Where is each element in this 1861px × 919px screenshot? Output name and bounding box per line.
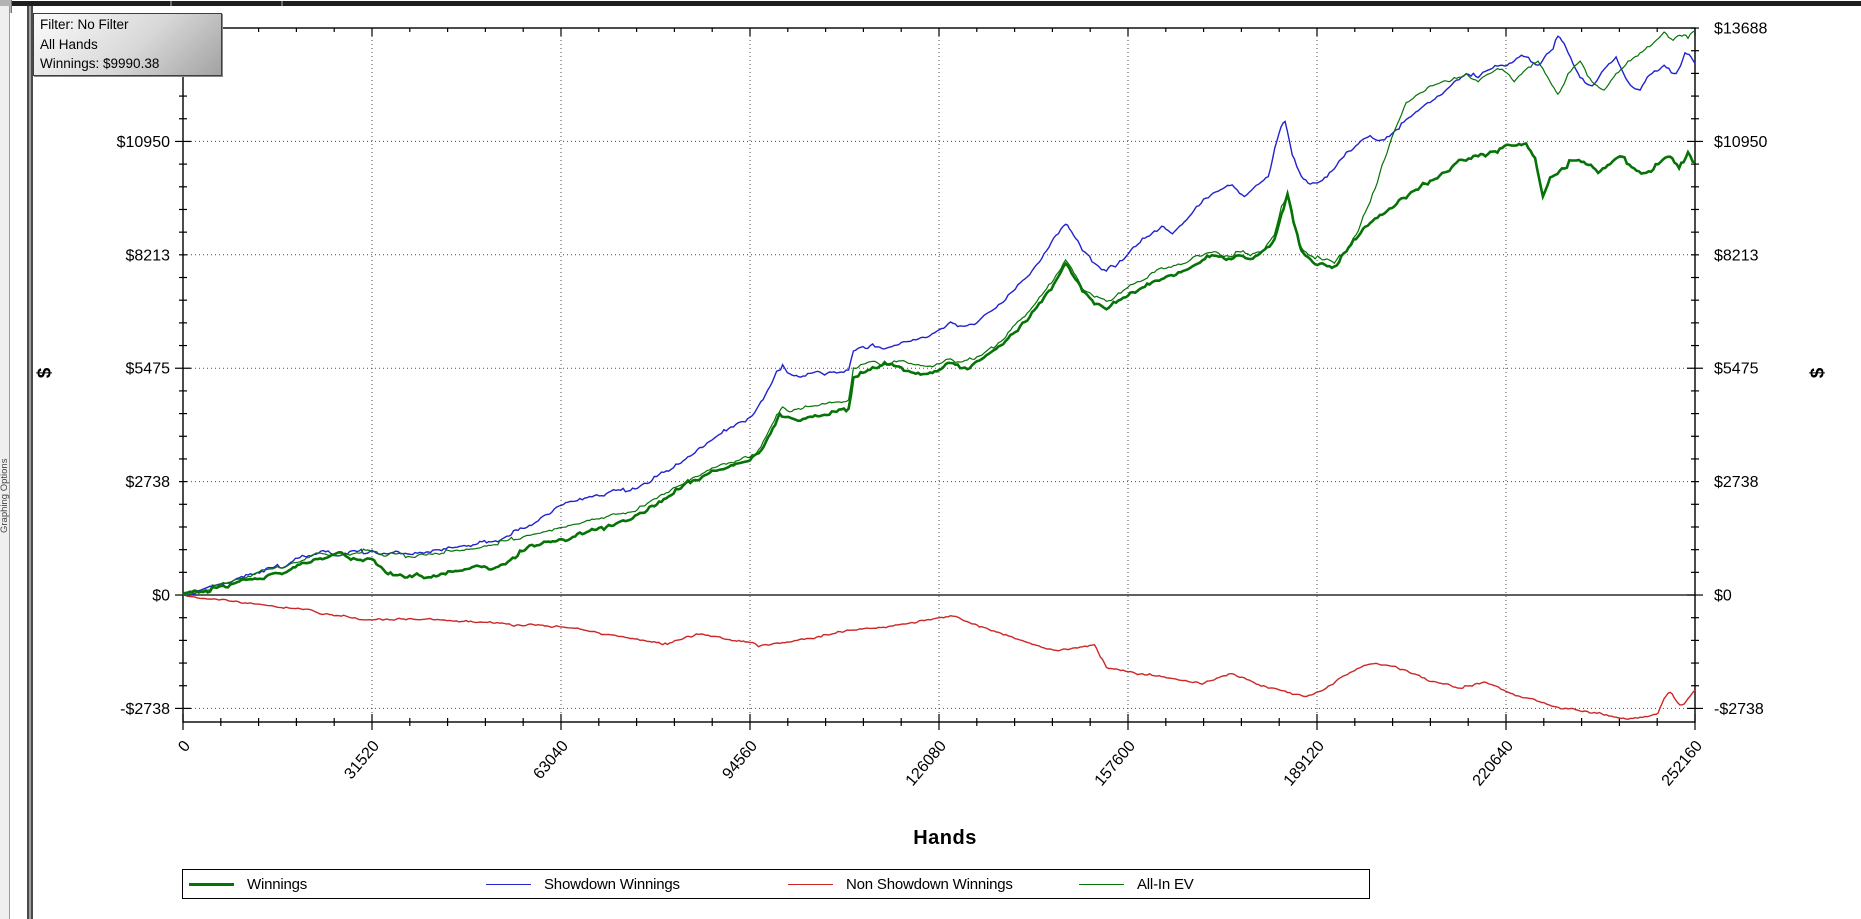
top-toolbar-edge xyxy=(0,1,1861,6)
series-non-showdown-winnings xyxy=(182,594,1696,721)
tooltip-filter-line: Filter: No Filter xyxy=(40,17,129,32)
legend-item-all-in-ev[interactable]: All-In EV xyxy=(1079,870,1194,898)
x-axis-label: 0 xyxy=(175,738,194,756)
y-axis-label-right: $13688 xyxy=(1714,21,1767,38)
x-axis-label: 63040 xyxy=(530,738,572,783)
x-axis-label: 189120 xyxy=(1281,738,1328,790)
y-axis-label-right: $2738 xyxy=(1714,474,1759,491)
x-axis-label: 31520 xyxy=(341,738,383,783)
x-axis-label: 126080 xyxy=(903,738,950,790)
toolbar-separator xyxy=(170,1,172,6)
tooltip-winnings-line: Winnings: $9990.38 xyxy=(40,56,160,71)
x-axis-title: Hands xyxy=(913,827,977,849)
y-axis-label-left: -$2738 xyxy=(120,701,170,718)
x-axis-label: 220640 xyxy=(1470,738,1517,790)
chart-legend: Winnings Showdown Winnings Non Showdown Wi… xyxy=(182,869,1370,899)
x-axis-label: 157600 xyxy=(1092,738,1139,790)
legend-item-showdown-winnings[interactable]: Showdown Winnings xyxy=(486,870,680,898)
y-axis-label-right: -$2738 xyxy=(1714,701,1764,718)
y-axis-label-left: $8213 xyxy=(126,247,171,264)
legend-item-non-showdown-winnings[interactable]: Non Showdown Winnings xyxy=(788,870,1013,898)
legend-swatch xyxy=(1079,883,1124,885)
y-axis-title-right: $ xyxy=(1807,367,1829,379)
legend-label: All-In EV xyxy=(1137,875,1194,893)
x-axis-label: 252160 xyxy=(1659,738,1706,790)
series-all-in-ev xyxy=(182,30,1696,597)
legend-item-winnings[interactable]: Winnings xyxy=(189,870,307,898)
y-axis-label-right: $0 xyxy=(1714,588,1732,605)
chart-tooltip: Filter: No Filter All Hands Winnings: $9… xyxy=(33,13,222,76)
y-axis-label-right: $10950 xyxy=(1714,134,1767,151)
legend-label: Non Showdown Winnings xyxy=(846,875,1013,893)
legend-swatch xyxy=(486,883,531,885)
panel-splitter[interactable] xyxy=(27,6,33,919)
y-axis-label-right: $8213 xyxy=(1714,247,1759,264)
legend-swatch xyxy=(788,883,833,885)
legend-label: Showdown Winnings xyxy=(544,875,680,893)
y-axis-label-left: $10950 xyxy=(117,134,170,151)
graphing-options-panel[interactable]: Graphing Options xyxy=(0,6,10,919)
series-showdown-winnings xyxy=(182,35,1696,597)
y-axis-label-left: $0 xyxy=(152,588,170,605)
y-axis-title-left: $ xyxy=(34,367,56,379)
x-axis-label: 94560 xyxy=(719,738,761,783)
y-axis-label-left: $2738 xyxy=(126,474,171,491)
toolbar-separator xyxy=(281,1,283,6)
series-winnings xyxy=(182,142,1696,596)
tooltip-hands-line: All Hands xyxy=(40,36,98,52)
y-axis-label-right: $5475 xyxy=(1714,361,1759,378)
legend-label: Winnings xyxy=(247,875,308,893)
legend-swatch xyxy=(189,882,234,886)
y-axis-label-left: $5475 xyxy=(126,361,171,378)
